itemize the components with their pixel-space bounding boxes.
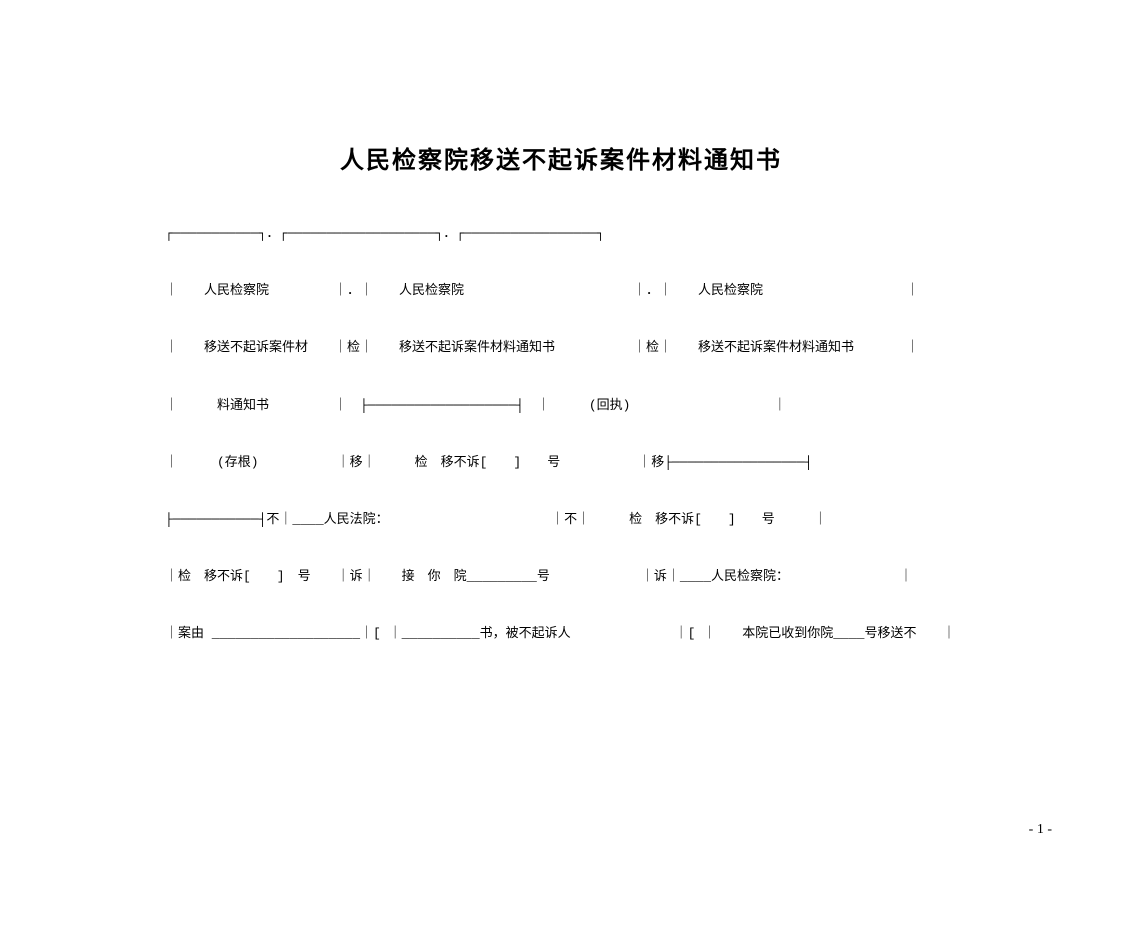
form-row: ｜ 移送不起诉案件材 ｜检｜ 移送不起诉案件材料通知书 ｜检｜ 移送不起诉案件材… xyxy=(165,339,1047,357)
form-row: ｜ 料通知书 ｜ ├───────────────────┤ ｜ (回执) ｜ xyxy=(165,397,1047,415)
form-row: ｜ 人民检察院 ｜．｜ 人民检察院 ｜．｜ 人民检察院 ｜ xyxy=(165,282,1047,300)
form-body: ┌───────────┐．┌───────────────────┐．┌───… xyxy=(165,225,1047,644)
form-row: ┌───────────┐．┌───────────────────┐．┌───… xyxy=(165,225,1047,243)
form-row: ├───────────┤不｜____人民法院： ｜不｜ 检 移不诉[ ] 号 … xyxy=(165,511,1047,529)
page-number: - 1 - xyxy=(1029,822,1052,838)
form-row: ｜案由 ___________________｜[ ｜__________书，被… xyxy=(165,625,1047,643)
form-row: ｜ (存根) ｜移｜ 检 移不诉[ ] 号 ｜移├───────────────… xyxy=(165,454,1047,472)
page-title: 人民检察院移送不起诉案件材料通知书 xyxy=(0,140,1122,175)
form-row: ｜检 移不诉[ ] 号 ｜诉｜ 接 你 院_________号 ｜诉｜____人… xyxy=(165,568,1047,586)
